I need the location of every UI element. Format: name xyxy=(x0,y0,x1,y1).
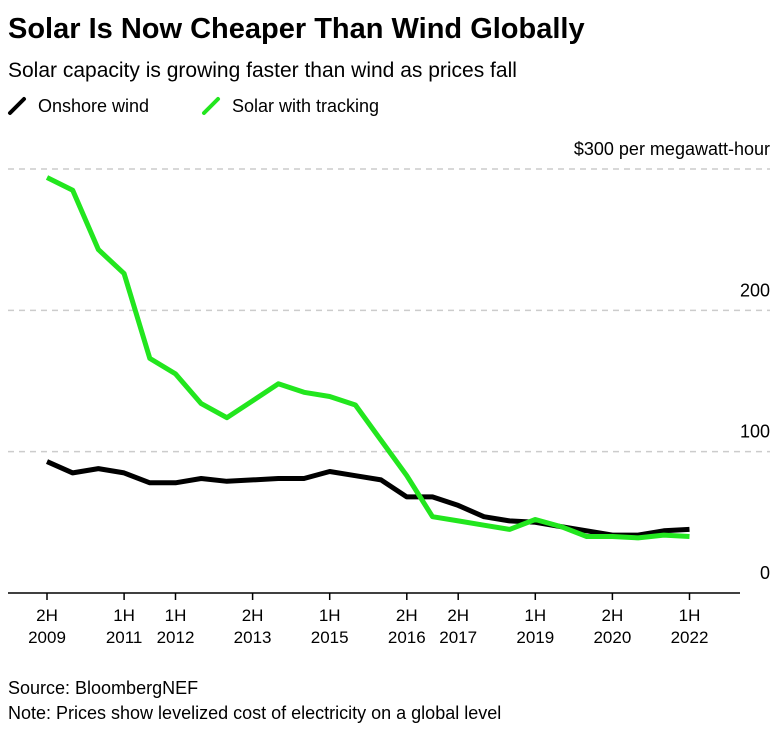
legend-swatch xyxy=(202,97,220,115)
chart-subtitle: Solar capacity is growing faster than wi… xyxy=(8,59,517,82)
x-tick-label: 1H 2019 xyxy=(516,606,555,647)
x-tick-label: 2H 2016 xyxy=(387,606,426,647)
chart-title: Solar Is Now Cheaper Than Wind Globally xyxy=(8,13,585,45)
legend-label: Solar with tracking xyxy=(232,96,379,116)
x-tick-label: 2H 2013 xyxy=(233,606,272,647)
x-tick-label: 1H 2012 xyxy=(156,606,195,647)
x-tick-label: 2H 2020 xyxy=(593,606,632,647)
y-tick-label: 100 xyxy=(740,422,770,442)
x-tick-label: 1H 2015 xyxy=(310,606,349,647)
legend-label: Onshore wind xyxy=(38,96,149,116)
source: Source: BloombergNEF xyxy=(8,678,198,698)
x-tick-label: 2H 2017 xyxy=(439,606,478,647)
y-tick-label: 200 xyxy=(740,280,770,300)
x-tick-label: 2H 2009 xyxy=(28,606,66,647)
note: Note: Prices show levelized cost of elec… xyxy=(8,703,501,723)
x-tick-label: 1H 2011 xyxy=(105,606,143,647)
y-tick-label: $300 per megawatt-hour xyxy=(574,139,770,159)
line-series xyxy=(45,175,690,541)
x-tick-label: 1H 2022 xyxy=(670,606,709,647)
legend-swatch xyxy=(8,97,26,115)
y-tick-label: 0 xyxy=(760,563,770,583)
line-series xyxy=(45,459,690,538)
